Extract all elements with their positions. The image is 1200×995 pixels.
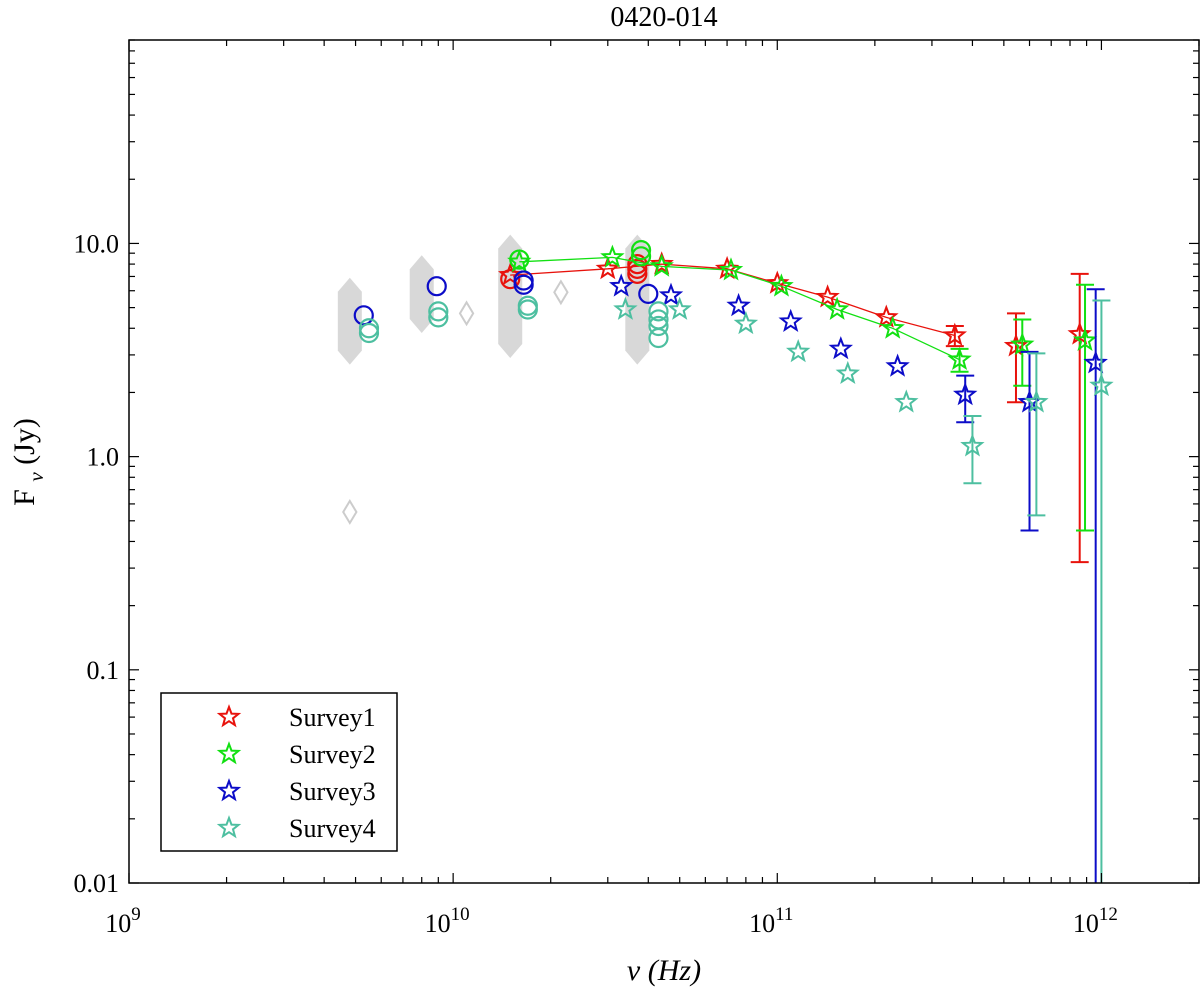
series-layer xyxy=(353,240,1114,883)
x-axis-title: ν (Hz) xyxy=(627,954,701,987)
x-tick-labels: 109 1010 1011 1012 xyxy=(105,904,1118,938)
star-point xyxy=(1072,327,1098,352)
star-point xyxy=(880,315,905,339)
star-point xyxy=(600,244,625,268)
star-point xyxy=(885,353,910,377)
star-point xyxy=(1083,350,1108,374)
star-point xyxy=(947,346,972,371)
y-axis-title-unit: (Jy) xyxy=(8,418,41,465)
historical-point xyxy=(458,300,475,327)
star-point xyxy=(828,336,854,360)
star-point xyxy=(595,255,621,280)
circle-point xyxy=(630,240,652,261)
series-4 xyxy=(358,295,1114,883)
circle-point xyxy=(648,301,669,322)
star-point xyxy=(608,273,634,297)
star-point xyxy=(874,304,899,328)
legend-star-icon xyxy=(216,815,242,839)
star-point xyxy=(894,389,919,413)
series-3 xyxy=(353,270,1108,883)
y-tick-label: 1.0 xyxy=(87,443,120,472)
star-point xyxy=(733,310,759,335)
legend-entry: Survey4 xyxy=(216,814,376,843)
circle-point xyxy=(648,315,669,337)
historical-range-band xyxy=(409,255,434,334)
legend-star-icon xyxy=(216,778,242,802)
star-point xyxy=(835,360,861,384)
plot-frame xyxy=(128,39,1200,884)
circle-point xyxy=(358,318,380,339)
y-axis-title: F ν (Jy) xyxy=(8,418,50,506)
historical-range-band xyxy=(337,277,362,365)
circle-point xyxy=(428,307,449,328)
star-point xyxy=(1010,331,1035,356)
circle-point xyxy=(500,269,521,290)
circle-point xyxy=(648,327,669,349)
series-2 xyxy=(507,240,1098,532)
x-tick-label: 1010 xyxy=(425,904,470,938)
star-point xyxy=(942,322,968,346)
star-point xyxy=(778,308,803,333)
star-point xyxy=(718,257,744,281)
star-point xyxy=(1024,389,1049,413)
y-axis-title-main: F xyxy=(8,489,41,506)
legend-label: Survey3 xyxy=(289,777,376,806)
legend-entry: Survey2 xyxy=(216,740,376,769)
x-tick-label: 1011 xyxy=(749,904,793,938)
circle-point xyxy=(428,301,449,322)
historical-point xyxy=(553,279,569,306)
star-point xyxy=(667,296,692,320)
legend-star-icon xyxy=(216,741,242,765)
legend-entry: Survey3 xyxy=(216,777,376,806)
star-point xyxy=(815,284,840,308)
legend-label: Survey4 xyxy=(289,814,376,843)
chart-title: 0420-014 xyxy=(610,2,717,33)
y-tick-label: 0.1 xyxy=(87,656,120,685)
star-point xyxy=(658,282,684,306)
legend: Survey1 Survey2 Survey3 Survey4 xyxy=(160,692,398,852)
x-tick-label: 109 xyxy=(105,904,141,938)
y-tick-labels: 0.01 0.1 1.0 10.0 xyxy=(74,229,120,898)
legend-box xyxy=(160,692,398,852)
star-point xyxy=(785,339,811,363)
star-point xyxy=(1067,321,1092,345)
y-tick-label: 0.01 xyxy=(74,869,120,898)
star-point xyxy=(507,248,532,273)
star-point xyxy=(1089,372,1114,397)
circle-point xyxy=(638,283,659,304)
historical-range-band xyxy=(498,234,523,359)
y-tick-label: 10.0 xyxy=(74,229,120,258)
star-point xyxy=(649,251,674,275)
star-point xyxy=(952,381,978,406)
circle-point xyxy=(358,322,380,344)
circle-point xyxy=(353,305,374,326)
x-tick-label: 1012 xyxy=(1073,904,1118,938)
y-axis-title-sub: ν xyxy=(24,472,48,482)
legend-entry: Survey1 xyxy=(216,703,376,732)
series-line xyxy=(519,256,960,361)
star-point xyxy=(824,296,850,320)
legend-star-icon xyxy=(216,704,242,728)
star-point xyxy=(497,262,523,286)
circle-point xyxy=(509,249,530,270)
circle-point xyxy=(630,246,652,267)
circle-point xyxy=(627,258,648,279)
legend-label: Survey1 xyxy=(289,703,376,732)
star-point xyxy=(649,253,674,277)
axis-ticks xyxy=(128,39,1200,884)
historical-point xyxy=(342,499,358,525)
circle-point xyxy=(513,274,534,295)
star-point xyxy=(613,296,638,320)
series-1 xyxy=(497,251,1092,564)
svg-text:F ν (Jy): F ν (Jy) xyxy=(8,418,50,506)
historical-points xyxy=(342,279,569,525)
circle-point xyxy=(426,276,447,297)
legend-label: Survey2 xyxy=(289,740,376,769)
star-point xyxy=(960,433,985,457)
circle-point xyxy=(517,299,538,320)
star-point xyxy=(769,273,794,297)
star-point xyxy=(726,292,751,317)
